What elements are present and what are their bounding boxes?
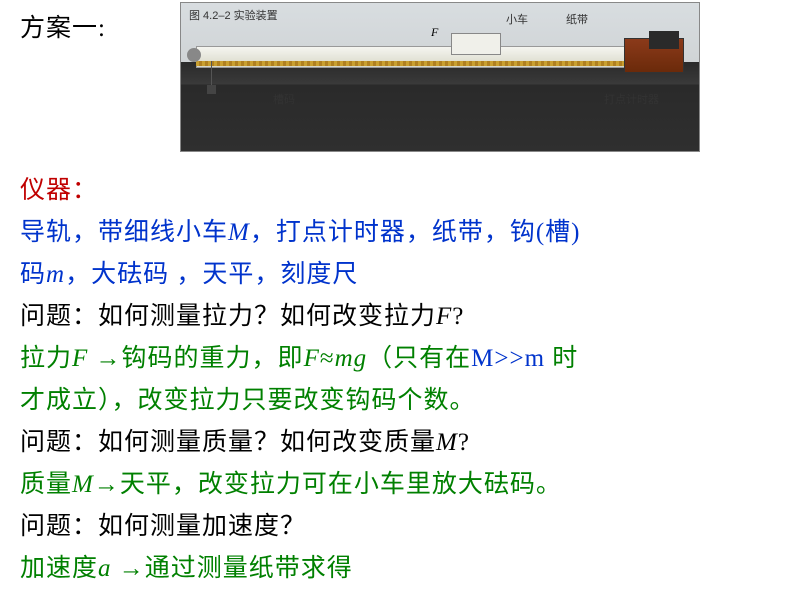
var-M-1: M	[228, 219, 250, 246]
label-cart: 小车	[506, 11, 528, 27]
var-a: a	[98, 555, 112, 582]
q1-text: 问题：如何测量拉力？如何改变拉力	[20, 303, 436, 330]
label-timer: 打点计时器	[604, 91, 659, 107]
label-force: F	[431, 25, 438, 40]
diagram-caption: 图 4.2–2 实验装置	[189, 7, 278, 23]
a1-e: 时	[552, 345, 578, 372]
inst-1b: ，打点计时器，纸带，钩(槽)	[250, 219, 581, 246]
var-F-a1b: F	[304, 345, 320, 372]
experiment-diagram: 图 4.2–2 实验装置 小车 纸带 F 槽码 打点计时器	[180, 2, 700, 152]
a1-d: （只有在	[367, 345, 471, 372]
a1-a: 拉力	[20, 345, 72, 372]
cond: M>>m	[471, 345, 552, 372]
a3-a: 加速度	[20, 555, 98, 582]
weight-shape	[207, 85, 216, 94]
timer-box	[649, 31, 679, 49]
question-1: 问题：如何测量拉力？如何改变拉力F?	[20, 296, 774, 338]
q1-b: ?	[452, 303, 464, 330]
var-m-1: m	[46, 261, 65, 288]
pulley-shape	[187, 48, 201, 62]
inst-2a: 码	[20, 261, 46, 288]
question-3: 问题：如何测量加速度？	[20, 506, 774, 548]
instruments-block: 仪器： 导轨，带细线小车M，打点计时器，纸带，钩(槽) 码m，大砝码 ，天平，刻…	[20, 170, 774, 296]
string-shape	[211, 61, 212, 86]
var-M-q2: M	[436, 429, 458, 456]
inst-1a: 导轨，带细线小车	[20, 219, 228, 246]
q2-b: ?	[458, 429, 470, 456]
label-weight: 槽码	[273, 91, 295, 107]
answer-2: 质量M→天平，改变拉力可在小车里放大砝码。	[20, 464, 774, 506]
answer-3: 加速度a →通过测量纸带求得	[20, 548, 774, 590]
question-2: 问题：如何测量质量？如何改变质量M?	[20, 422, 774, 464]
q2-a: 问题：如何测量质量？如何改变质量	[20, 429, 436, 456]
inst-2b: ，大砝码 ，天平，刻度尺	[65, 261, 358, 288]
ruler-shape	[196, 61, 671, 66]
a1-c: ≈	[320, 345, 335, 372]
label-tape: 纸带	[566, 11, 588, 27]
var-F-a1: F	[72, 345, 88, 372]
a1-line2: 才成立），改变拉力只要改变钩码个数。	[20, 387, 476, 414]
a2-a: 质量	[20, 471, 72, 498]
instruments-header: 仪器：	[20, 177, 98, 204]
a2-b: →天平，改变拉力可在小车里放大砝码。	[94, 471, 562, 498]
cart-shape	[451, 33, 501, 55]
a1-b: →钩码的重力，即	[88, 345, 303, 372]
a3-b: →通过测量纸带求得	[112, 555, 353, 582]
var-mg: mg	[335, 345, 368, 372]
var-M-a2: M	[72, 471, 94, 498]
var-F-q1: F	[436, 303, 452, 330]
answer-1: 拉力F →钩码的重力，即F≈mg（只有在M>>m 时 才成立），改变拉力只要改变…	[20, 338, 774, 422]
